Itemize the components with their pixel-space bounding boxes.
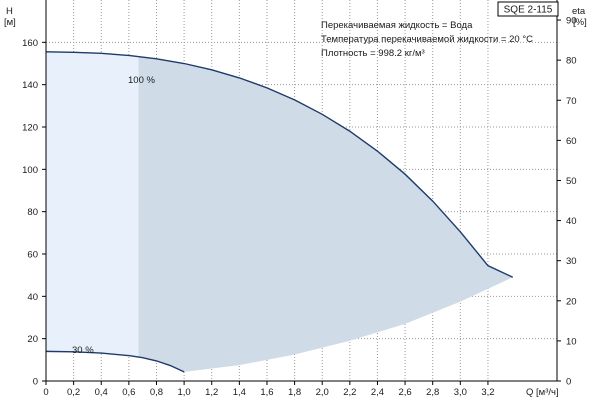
right-tick-label: 10 [566, 336, 577, 347]
x-tick-label: 0 [43, 387, 48, 398]
left-tick-label: 100 [22, 165, 38, 176]
left-axis-unit: [м] [4, 17, 16, 28]
left-tick-label: 40 [27, 292, 38, 303]
x-tick-label: 2,6 [398, 387, 411, 398]
curve-100-percent [45, 51, 514, 278]
left-tick-label: 0 [33, 377, 38, 388]
x-tick-label: 0,6 [122, 387, 135, 398]
x-tick-label: 2,2 [343, 387, 356, 398]
x-tick-label: 3,0 [454, 387, 467, 398]
right-tick-label: 20 [566, 296, 577, 307]
curve-label-30: 30 % [72, 345, 94, 356]
x-tick-label: 2,4 [371, 387, 384, 398]
right-axis-unit: [%] [573, 17, 587, 28]
x-tick-label: 2,8 [426, 387, 439, 398]
right-tick-label: 90 [566, 16, 577, 27]
left-tick-label: 160 [22, 38, 38, 49]
x-tick-label: 3,2 [481, 387, 494, 398]
right-axis-label: eta [572, 6, 586, 17]
info-line-temperature: Температура перекачиваемой жидкости = 20… [321, 34, 533, 45]
x-tick-label: 1,0 [177, 387, 190, 398]
light-operating-area [46, 51, 139, 358]
x-tick-label: 0,8 [150, 387, 163, 398]
right-tick-label: 0 [566, 377, 571, 388]
right-tick-label: 50 [566, 176, 577, 187]
curve-label-100: 100 % [128, 75, 155, 86]
left-tick-label: 20 [27, 334, 38, 345]
x-tick-label: 0,4 [95, 387, 108, 398]
right-tick-label: 60 [566, 136, 577, 147]
right-axis-ticks: 0 10 20 30 40 50 60 70 80 90 [557, 16, 577, 388]
info-line-density: Плотность = 998.2 кг/м³ [321, 48, 425, 59]
left-tick-label: 80 [27, 207, 38, 218]
x-axis-ticks: 0 0,2 0,4 0,6 0,8 1,0 1,2 1,4 1,6 1,8 2,0 2,2 2,4 2,6… [43, 381, 495, 398]
chart-title: SQE 2-115 [504, 5, 553, 16]
left-tick-label: 120 [22, 123, 38, 134]
x-axis-label: Q [м³/ч] [526, 387, 559, 398]
left-tick-label: 140 [22, 80, 38, 91]
left-tick-label: 60 [27, 250, 38, 261]
x-tick-label: 1,8 [288, 387, 301, 398]
right-tick-label: 40 [566, 216, 577, 227]
right-tick-label: 80 [566, 56, 577, 67]
right-tick-label: 70 [566, 96, 577, 107]
curve-30-percent [45, 350, 185, 373]
left-axis-ticks: 0 20 40 60 80 100 120 140 160 [22, 38, 46, 388]
operating-area [138, 56, 513, 372]
right-tick-label: 30 [566, 256, 577, 267]
curves [45, 51, 514, 373]
x-tick-label: 1,4 [233, 387, 246, 398]
x-tick-label: 0,2 [67, 387, 80, 398]
x-tick-label: 1,6 [260, 387, 273, 398]
title-box [497, 1, 559, 17]
axes [45, 0, 558, 382]
x-tick-label: 2,0 [316, 387, 329, 398]
x-tick-label: 1,2 [205, 387, 218, 398]
left-axis-label: H [6, 6, 13, 17]
info-line-fluid: Перекачиваемая жидкость = Вода [321, 20, 473, 31]
